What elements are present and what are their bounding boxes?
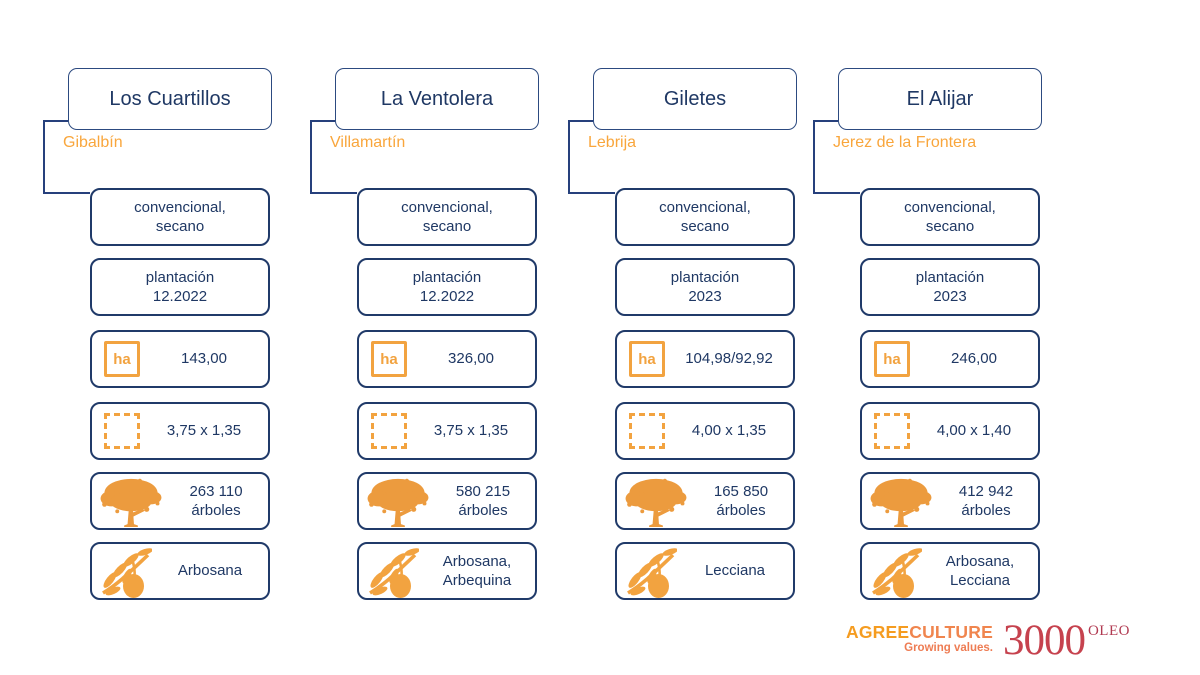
trees-value: 165 850 árboles bbox=[713, 482, 769, 520]
olive-tree-icon bbox=[870, 478, 932, 528]
area-box: ha 104,98/92,92 bbox=[615, 330, 795, 388]
farm-name: El Alijar bbox=[906, 87, 974, 110]
cultivation-text: convencional, secano bbox=[904, 198, 996, 236]
varieties-value: Lecciana bbox=[704, 562, 766, 580]
area-value: 246,00 bbox=[951, 350, 997, 368]
area-value: 143,00 bbox=[181, 350, 227, 368]
farm-card-la-ventolera: La Ventolera Villamartín convencional, s… bbox=[310, 68, 539, 608]
olive-tree-icon bbox=[625, 478, 687, 528]
plantation-box: plantación 12.2022 bbox=[357, 258, 537, 316]
spacing-box: 4,00 x 1,35 bbox=[615, 402, 795, 460]
brand-tagline: Growing values. bbox=[904, 642, 993, 655]
logo-number-3000: 3000 bbox=[1002, 617, 1086, 664]
olive-branch-icon bbox=[625, 544, 677, 598]
spacing-box: 3,75 x 1,35 bbox=[357, 402, 537, 460]
location-label: Jerez de la Frontera bbox=[833, 134, 977, 151]
varieties-box: Lecciana bbox=[615, 542, 795, 600]
farm-title: Giletes bbox=[593, 68, 797, 130]
farm-title: Los Cuartillos bbox=[68, 68, 272, 130]
location-label: Villamartín bbox=[330, 134, 406, 151]
hectare-icon: ha bbox=[874, 341, 910, 377]
varieties-box: Arbosana, Arbequina bbox=[357, 542, 537, 600]
olive-tree-icon bbox=[100, 478, 162, 528]
varieties-box: Arbosana bbox=[90, 542, 270, 600]
farm-card-los-cuartillos: Los Cuartillos Gibalbín convencional, se… bbox=[43, 68, 272, 608]
trees-box: 412 942 árboles bbox=[860, 472, 1040, 530]
trees-box: 580 215 árboles bbox=[357, 472, 537, 530]
cultivation-text: convencional, secano bbox=[134, 198, 226, 236]
trees-box: 165 850 árboles bbox=[615, 472, 795, 530]
plantation-text: plantación 2023 bbox=[670, 268, 740, 306]
cultivation-text: convencional, secano bbox=[659, 198, 751, 236]
spacing-value: 3,75 x 1,35 bbox=[166, 422, 242, 440]
plantation-text: plantación 12.2022 bbox=[412, 268, 482, 306]
farm-name: Giletes bbox=[663, 87, 727, 110]
brand-agree-text: AGREE bbox=[846, 622, 910, 642]
plant-spacing-icon bbox=[371, 413, 407, 449]
area-box: ha 326,00 bbox=[357, 330, 537, 388]
plant-spacing-icon bbox=[629, 413, 665, 449]
hectare-icon-label: ha bbox=[380, 350, 398, 368]
trees-value: 263 110 árboles bbox=[189, 482, 243, 520]
spacing-value: 4,00 x 1,40 bbox=[936, 422, 1012, 440]
agreeculture-3000-oleo-logo: AGREECULTURE Growing values. 3000 OLEO bbox=[846, 617, 1130, 664]
area-box: ha 143,00 bbox=[90, 330, 270, 388]
connector-line bbox=[568, 120, 615, 194]
hectare-icon: ha bbox=[104, 341, 140, 377]
trees-value: 412 942 árboles bbox=[958, 482, 1014, 520]
varieties-value: Arbosana, Lecciana bbox=[945, 552, 1015, 590]
connector-line bbox=[310, 120, 357, 194]
trees-box: 263 110 árboles bbox=[90, 472, 270, 530]
hectare-icon: ha bbox=[629, 341, 665, 377]
plantation-text: plantación 2023 bbox=[915, 268, 985, 306]
spacing-box: 3,75 x 1,35 bbox=[90, 402, 270, 460]
olive-branch-icon bbox=[100, 544, 152, 598]
farm-name: La Ventolera bbox=[380, 87, 494, 110]
hectare-icon-label: ha bbox=[638, 350, 656, 368]
olive-tree-icon bbox=[367, 478, 429, 528]
trees-value: 580 215 árboles bbox=[455, 482, 511, 520]
brand-wordmark: AGREECULTURE Growing values. bbox=[846, 622, 993, 655]
plantation-box: plantación 12.2022 bbox=[90, 258, 270, 316]
area-value: 326,00 bbox=[448, 350, 494, 368]
cultivation-box: convencional, secano bbox=[90, 188, 270, 246]
spacing-value: 4,00 x 1,35 bbox=[691, 422, 767, 440]
varieties-value: Arbosana bbox=[177, 562, 243, 580]
connector-line bbox=[813, 120, 860, 194]
cultivation-text: convencional, secano bbox=[401, 198, 493, 236]
cultivation-box: convencional, secano bbox=[357, 188, 537, 246]
varieties-box: Arbosana, Lecciana bbox=[860, 542, 1040, 600]
spacing-value: 3,75 x 1,35 bbox=[433, 422, 509, 440]
farm-title: El Alijar bbox=[838, 68, 1042, 130]
farm-name: Los Cuartillos bbox=[109, 87, 231, 110]
olive-branch-icon bbox=[870, 544, 922, 598]
connector-line bbox=[43, 120, 90, 194]
cultivation-box: convencional, secano bbox=[615, 188, 795, 246]
farm-card-el-alijar: El Alijar Jerez de la Frontera convencio… bbox=[813, 68, 1042, 608]
plantation-box: plantación 2023 bbox=[615, 258, 795, 316]
area-box: ha 246,00 bbox=[860, 330, 1040, 388]
hectare-icon-label: ha bbox=[883, 350, 901, 368]
location-label: Lebrija bbox=[588, 134, 637, 151]
area-value: 104,98/92,92 bbox=[685, 350, 773, 368]
logo-superscript-oleo: OLEO bbox=[1087, 623, 1130, 639]
hectare-icon: ha bbox=[371, 341, 407, 377]
hectare-icon-label: ha bbox=[113, 350, 131, 368]
farm-card-giletes: Giletes Lebrija convencional, secano pla… bbox=[568, 68, 797, 608]
olive-branch-icon bbox=[367, 544, 419, 598]
plantation-box: plantación 2023 bbox=[860, 258, 1040, 316]
brand-culture-text: CULTURE bbox=[909, 622, 993, 642]
plantation-text: plantación 12.2022 bbox=[145, 268, 215, 306]
varieties-value: Arbosana, Arbequina bbox=[442, 552, 512, 590]
location-label: Gibalbín bbox=[63, 134, 123, 151]
spacing-box: 4,00 x 1,40 bbox=[860, 402, 1040, 460]
plant-spacing-icon bbox=[874, 413, 910, 449]
farm-title: La Ventolera bbox=[335, 68, 539, 130]
plant-spacing-icon bbox=[104, 413, 140, 449]
cultivation-box: convencional, secano bbox=[860, 188, 1040, 246]
